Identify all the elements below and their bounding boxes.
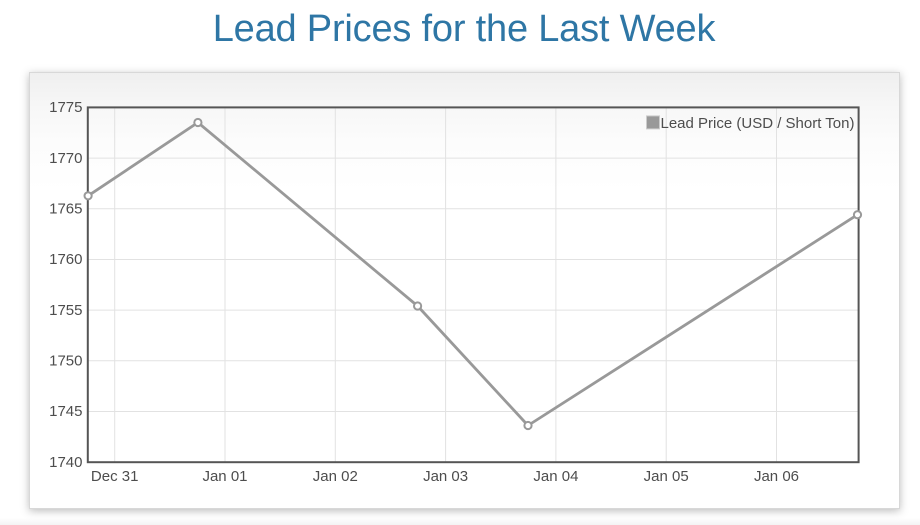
svg-text:1760: 1760 (49, 251, 82, 268)
svg-text:1765: 1765 (49, 201, 82, 218)
svg-text:1755: 1755 (49, 302, 82, 319)
svg-text:Dec 31: Dec 31 (91, 468, 139, 485)
svg-text:Lead Price (USD / Short Ton): Lead Price (USD / Short Ton) (661, 115, 855, 132)
svg-text:Jan 06: Jan 06 (754, 468, 799, 485)
svg-text:1775: 1775 (49, 99, 82, 116)
svg-text:Jan 02: Jan 02 (313, 468, 358, 485)
svg-text:Jan 05: Jan 05 (644, 468, 689, 485)
svg-text:Jan 01: Jan 01 (202, 468, 247, 485)
svg-text:1750: 1750 (49, 353, 82, 370)
svg-text:1745: 1745 (49, 403, 82, 420)
svg-text:1770: 1770 (49, 150, 82, 167)
svg-text:Jan 04: Jan 04 (533, 468, 578, 485)
svg-text:Jan 03: Jan 03 (423, 468, 468, 485)
svg-text:1740: 1740 (49, 454, 82, 471)
